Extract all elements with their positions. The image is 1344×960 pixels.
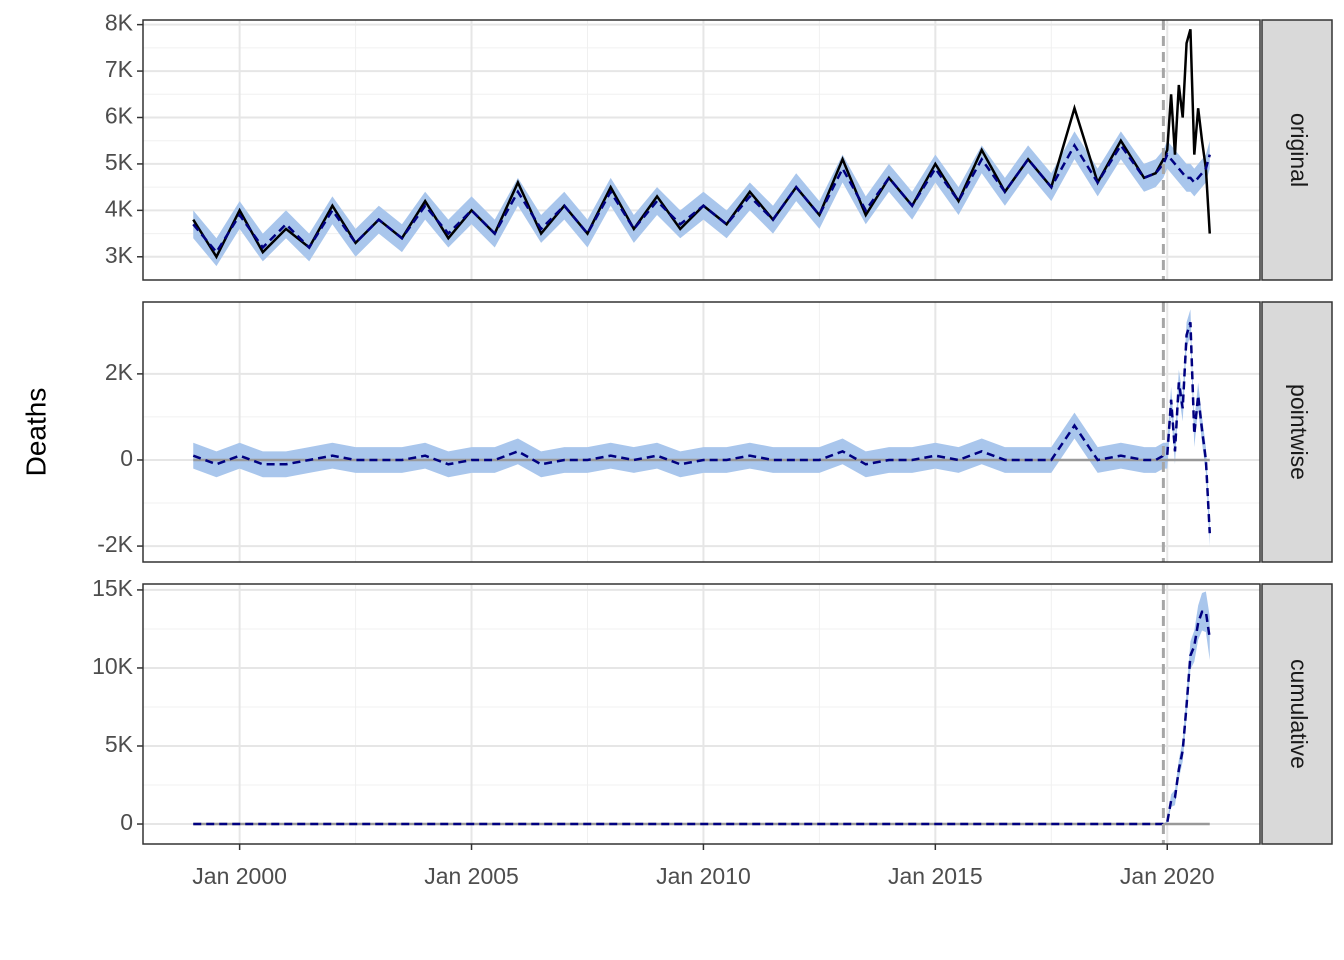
panel-border bbox=[142, 301, 1261, 563]
x-tick-label: Jan 2000 bbox=[192, 863, 287, 889]
predicted-line bbox=[192, 321, 1211, 534]
y-tick-label: 4K bbox=[105, 195, 134, 221]
strip-label: pointwise bbox=[1286, 384, 1312, 480]
strip-label: original bbox=[1286, 113, 1312, 187]
strip-background bbox=[1261, 301, 1333, 563]
y-tick-label: 5K bbox=[105, 149, 134, 175]
strip-label: cumulative bbox=[1286, 659, 1312, 769]
strip-background bbox=[1261, 19, 1333, 281]
panel-background bbox=[143, 302, 1260, 562]
panel-border bbox=[142, 19, 1261, 281]
panel-background bbox=[143, 584, 1260, 844]
y-tick-label: 0 bbox=[120, 809, 133, 835]
y-tick-label: 8K bbox=[105, 10, 134, 36]
y-tick-label: -2K bbox=[97, 531, 133, 557]
y-tick-label: 0 bbox=[120, 445, 133, 471]
y-tick-label: 3K bbox=[105, 242, 134, 268]
strip-background bbox=[1261, 583, 1333, 845]
panel-border bbox=[142, 583, 1261, 845]
y-tick-label: 15K bbox=[92, 575, 134, 601]
y-tick-label: 10K bbox=[92, 653, 134, 679]
y-tick-label: 2K bbox=[105, 359, 134, 385]
y-tick-label: 5K bbox=[105, 731, 134, 757]
y-tick-label: 6K bbox=[105, 103, 134, 129]
x-tick-label: Jan 2020 bbox=[1120, 863, 1215, 889]
y-tick-label: 7K bbox=[105, 56, 134, 82]
x-tick-label: Jan 2010 bbox=[656, 863, 751, 889]
predicted-line bbox=[193, 610, 1211, 826]
x-tick-label: Jan 2005 bbox=[424, 863, 519, 889]
x-tick-label: Jan 2015 bbox=[888, 863, 983, 889]
predicted-line bbox=[192, 142, 1211, 255]
y-axis-label: Deaths bbox=[20, 388, 51, 477]
